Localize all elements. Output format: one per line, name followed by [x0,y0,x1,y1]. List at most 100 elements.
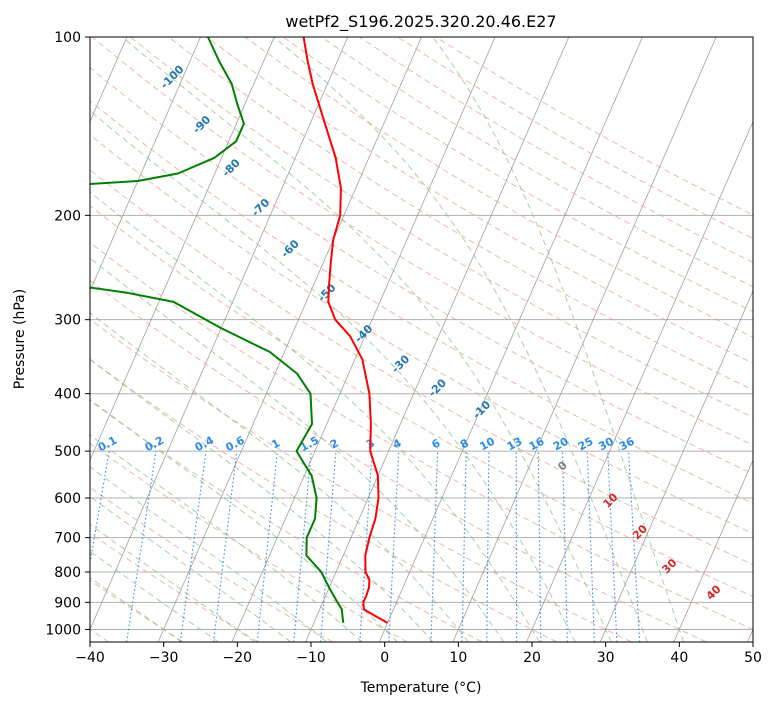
isotherm-line [378,37,643,642]
dry-adiabat-label: -40 [352,322,375,345]
mixing-ratio-line [126,451,157,642]
isotherm-line [673,459,753,642]
y-tick-label: 400 [54,387,81,403]
x-tick-label: 10 [449,650,467,666]
dry-adiabat-line [90,204,753,598]
dry-adiabat-label: -20 [426,376,449,399]
mixing-ratio-label: 10 [477,435,497,454]
moist-adiabat-line [90,466,327,642]
mixing-ratio-line [179,451,207,642]
x-tick-label: 20 [523,650,541,666]
dry-adiabat-line [206,37,753,364]
dry-adiabat-line [244,37,753,338]
mixing-ratio-label: 20 [551,435,571,454]
dewpoint-trace [90,37,345,624]
y-tick-label: 500 [54,444,81,460]
x-tick-label: −10 [296,650,326,666]
moist-adiabat-line [90,110,576,642]
moist-adiabat-line [90,576,183,642]
mixing-ratio-line [486,451,490,642]
x-tick-label: 30 [597,650,615,666]
moist-adiabat-line [90,523,255,642]
mixing-ratio-label: 4 [391,436,404,451]
x-tick-label: 0 [380,650,389,666]
dry-adiabat-label: -80 [220,156,243,179]
moist-adiabat-line [90,434,363,642]
moist-adiabat-line [90,550,219,642]
dry-adiabat-label: -10 [470,398,493,421]
dry-adiabat-line [320,37,753,288]
dry-adiabat-line [90,442,408,642]
x-tick-label: 40 [670,650,688,666]
isotherm-line [90,37,201,292]
dry-adiabat-line [90,241,753,630]
mixing-ratio-line [586,451,595,642]
y-tick-label: 200 [54,208,81,224]
moist-adiabat-line [432,37,685,642]
y-tick-label: 100 [54,30,81,46]
y-axis-label: Pressure (hPa) [12,289,28,389]
mixing-ratio-label: 30 [596,435,616,454]
isotherm-line [231,37,496,642]
dry-adiabat-label: -90 [190,113,213,136]
moist-adiabat-label: 10 [601,490,621,510]
moist-adiabat-line [90,358,434,642]
mixing-ratio-label: 13 [505,435,525,454]
isotherm-line [526,120,753,642]
moist-adiabat-label: 30 [659,556,679,576]
dry-adiabat-label: -50 [315,281,338,304]
mixing-ratio-line [627,451,641,642]
x-axis-label: Temperature (°C) [360,680,482,696]
dry-adiabat-line [130,37,753,418]
y-tick-label: 300 [54,313,81,329]
y-tick-label: 600 [54,491,81,507]
dry-adiabat-line [90,358,558,642]
mixing-ratio-line [90,451,110,566]
moist-adiabat-line [90,312,469,642]
dry-adiabat-line [90,66,753,475]
isotherm-line [90,37,349,631]
y-tick-label: 700 [54,531,81,547]
dry-adiabat-line [90,100,753,504]
mixing-ratio-line [562,451,568,642]
temperature-trace [302,37,388,624]
mixing-ratio-label: 1 [269,436,282,451]
dry-adiabat-line [90,486,333,642]
x-tick-label: −40 [75,650,105,666]
dry-adiabat-label: -30 [389,352,412,375]
mixing-ratio-label: 36 [617,435,637,454]
plot-frame [89,36,754,643]
mixing-ratio-label: 25 [576,435,596,454]
mixing-ratio-line [212,451,238,642]
mixing-ratio-label: 16 [527,435,547,454]
chart-title: wetPf2_S196.2025.320.20.46.E27 [285,12,556,32]
y-tick-label: 800 [54,565,81,581]
isotherm-line [157,37,422,642]
dry-adiabat-line [90,279,707,642]
y-tick-label: 1000 [45,622,81,638]
dry-adiabat-line [90,134,753,535]
y-tick-label: 900 [54,595,81,611]
dry-adiabat-line [359,37,753,264]
isotherm-line [599,289,753,642]
mixing-ratio-line [256,451,278,642]
moist-adiabat-line [90,398,398,642]
isotherm-line [747,628,753,642]
dry-adiabat-line [397,37,753,240]
mixing-ratio-line [430,451,439,642]
moist-adiabat-line [121,37,612,642]
dry-adiabat-line [282,37,753,313]
x-tick-label: 50 [744,650,762,666]
isotherm-line [452,37,717,642]
x-tick-label: −30 [149,650,179,666]
moist-adiabat-line [273,37,648,642]
moist-adiabat-line [90,191,540,642]
isotherm-line [90,37,275,462]
x-tick-label: −20 [223,650,253,666]
dry-adiabat-label: -60 [278,237,301,260]
moist-adiabat-label: 40 [704,582,724,602]
moist-adiabat-line [90,257,505,642]
dry-adiabat-line [90,169,753,566]
dry-adiabat-line [90,532,259,642]
